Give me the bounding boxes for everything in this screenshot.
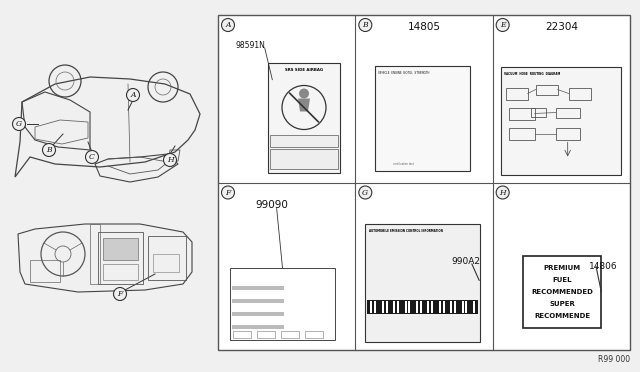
Bar [90,224,100,284]
Bar [371,301,372,313]
Bar [397,301,399,313]
Circle shape [496,186,509,199]
Circle shape [299,89,309,99]
Bar [153,254,179,272]
Circle shape [359,19,372,32]
Text: A: A [131,91,136,99]
Text: FUEL: FUEL [552,277,572,283]
Text: H: H [166,156,173,164]
Text: A: A [225,21,231,29]
Bar [393,301,395,313]
Text: RECOMMENDE: RECOMMENDE [534,313,590,319]
Text: VACUUM  HOSE  ROUTING  DIAGRAM: VACUUM HOSE ROUTING DIAGRAM [504,71,560,76]
Text: PREMIUM: PREMIUM [544,265,581,271]
Bar [270,135,338,147]
Text: 14805: 14805 [408,22,440,32]
Text: R99 000: R99 000 [598,355,630,364]
Bar [556,108,580,118]
Text: VEHICLE  ENGINE  NOTUL  STRENGTH: VEHICLE ENGINE NOTUL STRENGTH [378,71,429,74]
Circle shape [221,186,234,199]
Bar [420,301,422,313]
Bar [232,299,284,303]
Text: B: B [362,21,368,29]
Bar [148,236,186,280]
Circle shape [113,288,127,301]
Text: 22304: 22304 [545,22,578,32]
Bar [569,87,591,99]
Bar [230,268,335,340]
Text: C: C [89,153,95,161]
Bar [268,62,340,173]
Text: G: G [16,120,22,128]
Text: RECOMMENDED: RECOMMENDED [531,289,593,295]
Bar [232,325,284,329]
Bar [257,331,275,338]
Bar [500,67,621,174]
Circle shape [13,118,26,131]
Bar [305,331,323,338]
Bar [232,286,284,290]
Bar [454,301,456,313]
Bar [367,300,478,314]
Bar [98,232,143,284]
Bar [232,312,284,316]
Bar [408,301,410,313]
Bar [461,301,463,313]
Text: H: H [499,189,506,196]
Bar [465,301,467,313]
Text: 98591N: 98591N [236,41,266,49]
Bar [375,65,470,170]
Text: F: F [225,189,230,196]
Text: G: G [362,189,369,196]
Bar [381,301,384,313]
Bar [281,331,299,338]
Polygon shape [298,99,310,112]
Bar [404,301,406,313]
Bar [431,301,433,313]
Bar [365,224,481,342]
Text: 990A2: 990A2 [452,257,481,266]
Bar [374,301,376,313]
Circle shape [163,154,177,167]
Text: certification text: certification text [394,161,414,166]
Circle shape [86,151,99,164]
Text: 14806: 14806 [589,262,618,271]
Bar [439,301,441,313]
Text: ⚠ AVERTISSEMENT: ⚠ AVERTISSEMENT [287,157,321,160]
Bar [506,87,527,99]
Text: ⚠ WARNING: ⚠ WARNING [292,138,316,142]
Bar [416,301,418,313]
Bar [270,148,338,169]
Circle shape [496,19,509,32]
Text: 99090: 99090 [255,199,288,209]
Bar [536,84,557,94]
Text: B: B [46,146,52,154]
Bar [103,264,138,280]
Bar [509,108,534,119]
Bar [30,260,60,282]
Bar [103,238,138,260]
Text: F: F [117,290,123,298]
Text: AUTOMOBILE EMISSION CONTROL INFORMATION: AUTOMOBILE EMISSION CONTROL INFORMATION [369,229,444,233]
Bar [218,15,630,350]
Bar [442,301,445,313]
Circle shape [221,19,234,32]
Text: SRS SIDE AIRBAG: SRS SIDE AIRBAG [285,67,323,71]
Bar [385,301,388,313]
Bar [450,301,452,313]
Bar [233,331,251,338]
Bar [473,301,475,313]
Bar [556,128,580,140]
Bar [509,128,534,140]
Bar [428,301,429,313]
Text: SUPER: SUPER [549,301,575,307]
Circle shape [127,89,140,102]
Bar [531,108,546,116]
Text: E: E [500,21,506,29]
Bar [524,256,602,328]
Circle shape [359,186,372,199]
Circle shape [42,144,56,157]
